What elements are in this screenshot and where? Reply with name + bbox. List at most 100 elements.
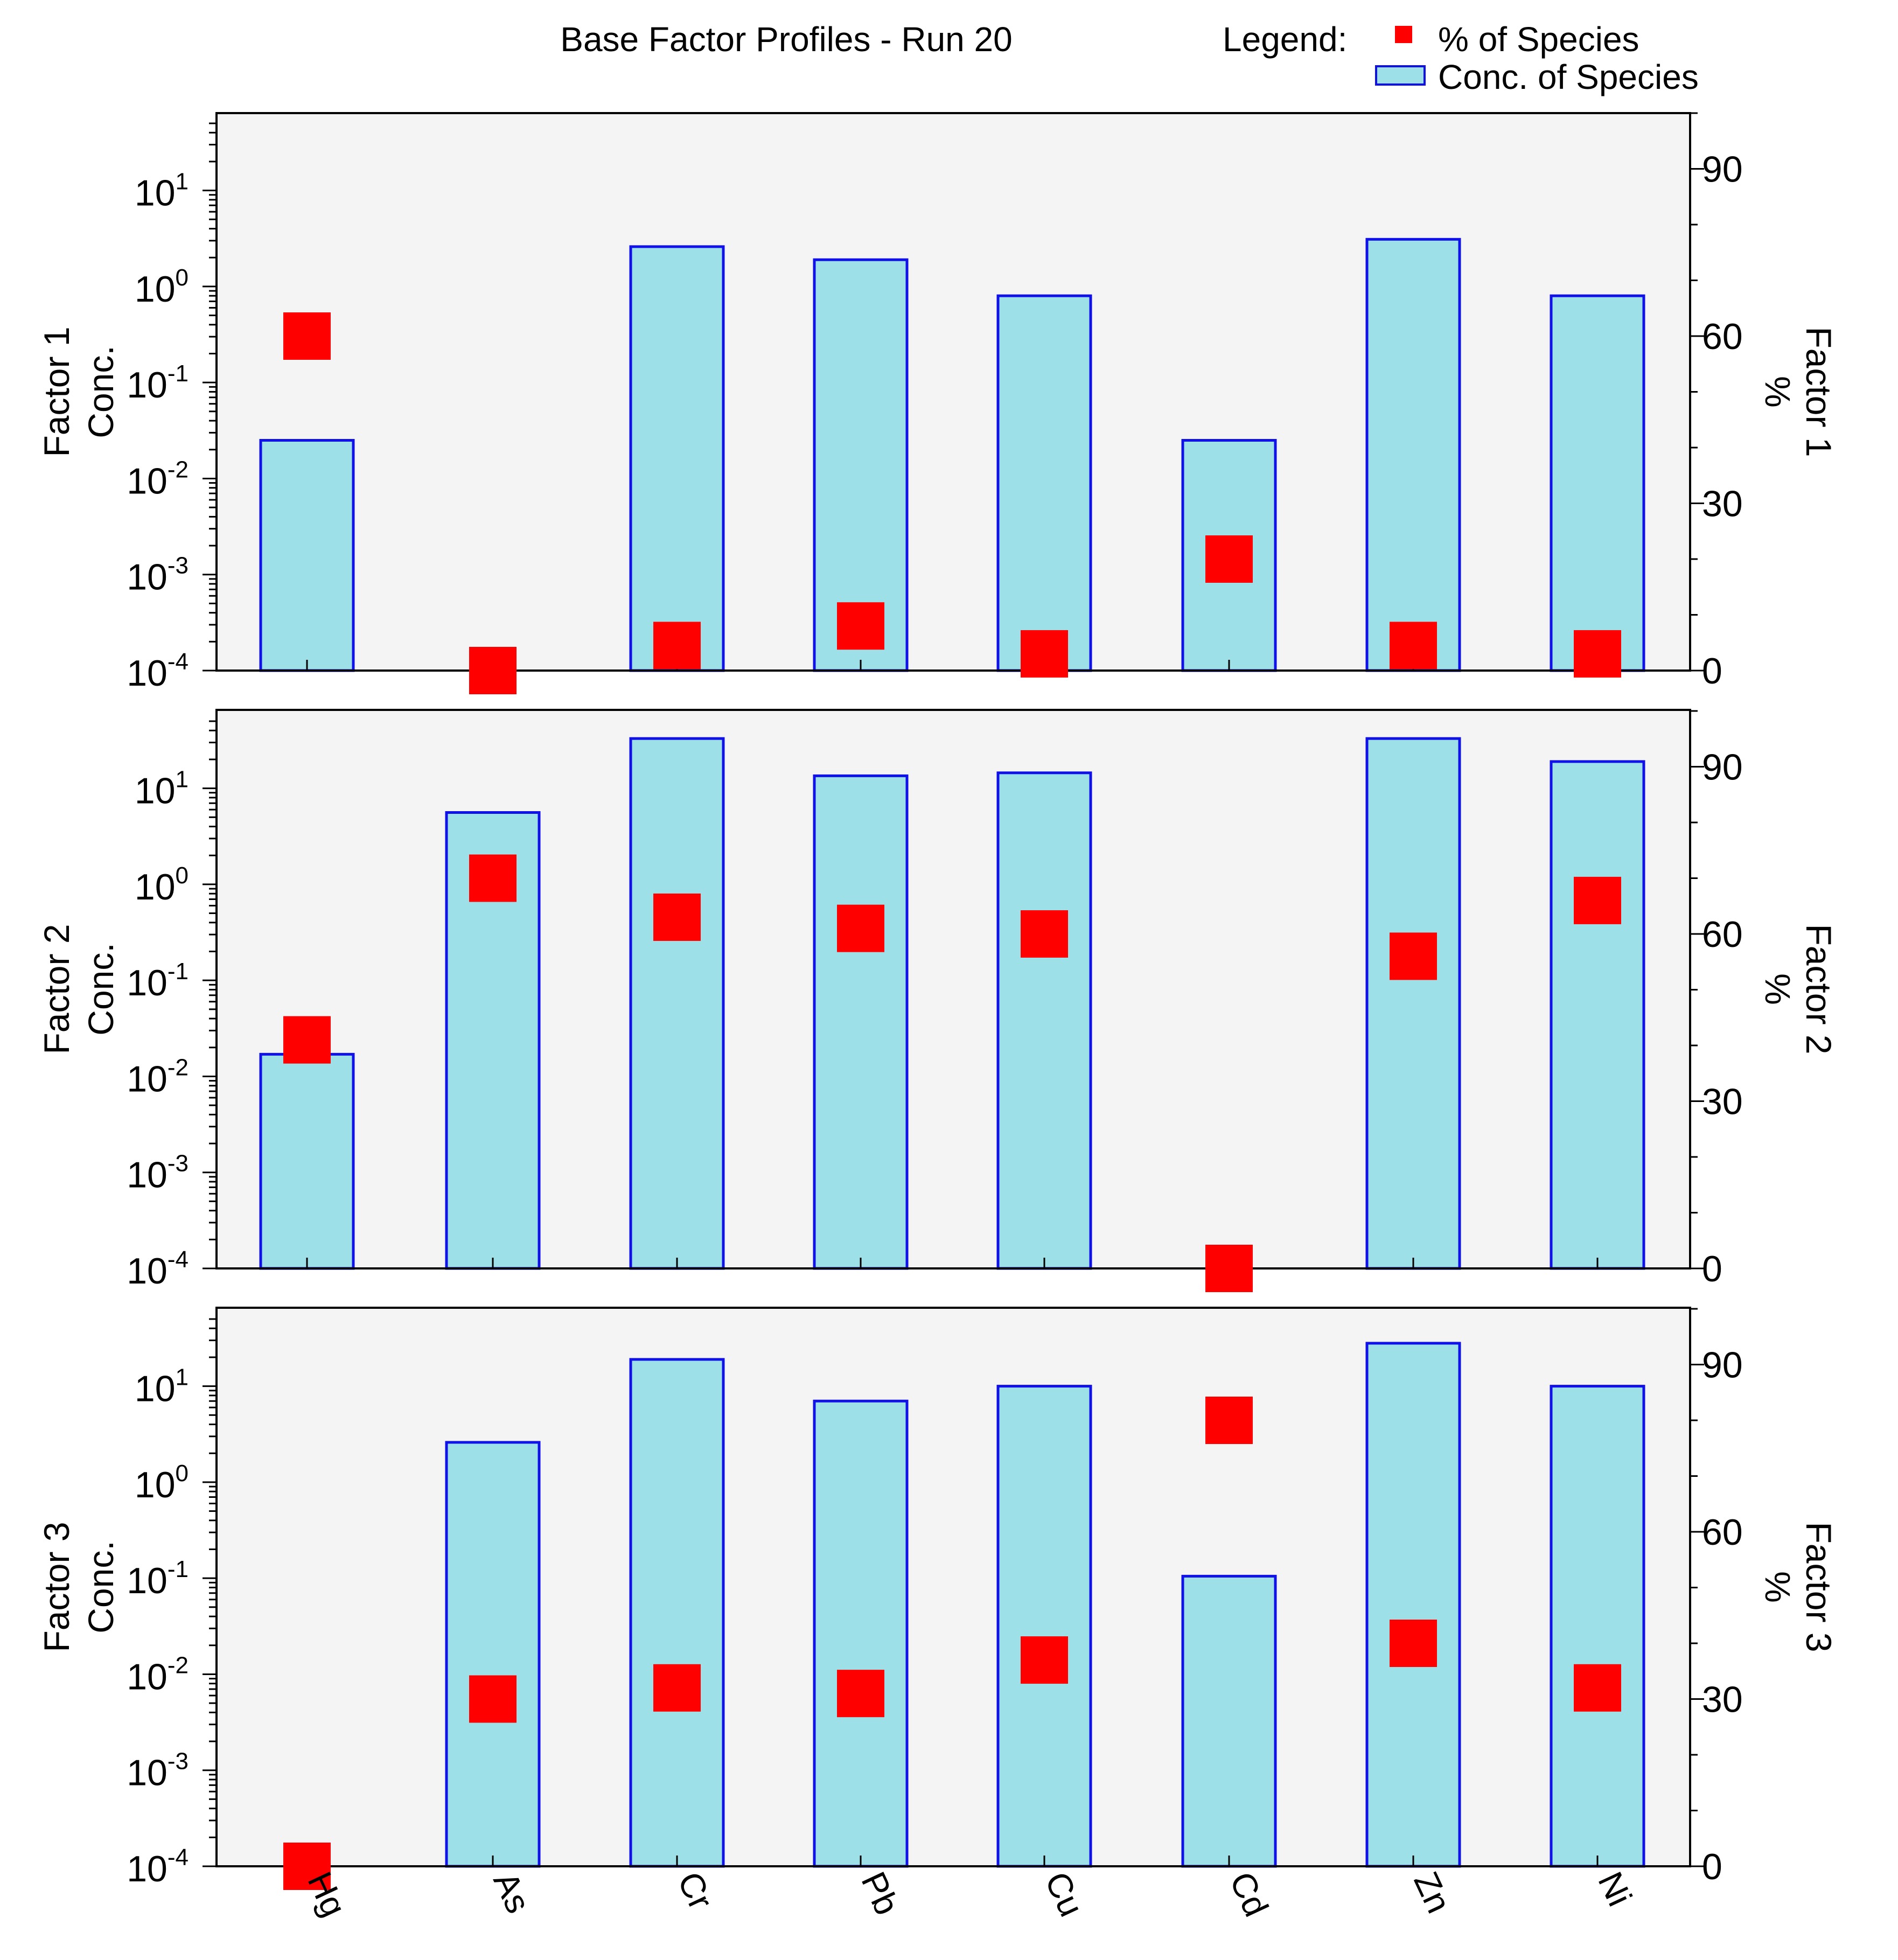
conc-bar bbox=[1365, 238, 1461, 672]
left-tick-label: 100 bbox=[135, 264, 189, 310]
left-axis-title: Factor 1 Conc. bbox=[37, 326, 121, 457]
left-tick-label: 101 bbox=[135, 1364, 189, 1410]
conc-bar bbox=[1365, 737, 1461, 1270]
conc-bar bbox=[629, 737, 725, 1270]
right-tick-label: 0 bbox=[1702, 651, 1722, 692]
percent-marker bbox=[1390, 932, 1437, 980]
conc-bar bbox=[259, 1052, 355, 1270]
category-label: Pb bbox=[854, 1866, 906, 1920]
category-label: Cu bbox=[1037, 1866, 1091, 1922]
category-label: Zn bbox=[1406, 1866, 1459, 1919]
right-axis-title: Factor 2% bbox=[1758, 924, 1839, 1054]
percent-marker bbox=[1205, 535, 1253, 583]
legend-percent-marker bbox=[1395, 26, 1412, 43]
right-tick-label: 30 bbox=[1702, 484, 1743, 525]
plot-area bbox=[217, 710, 1690, 1268]
left-tick-label: 10-1 bbox=[127, 360, 189, 406]
left-tick-label: 10-4 bbox=[127, 1246, 189, 1292]
left-axis-title: Factor 3 Conc. bbox=[37, 1522, 121, 1652]
plot-area bbox=[217, 113, 1690, 671]
conc-bar bbox=[259, 439, 355, 672]
percent-marker bbox=[1205, 1397, 1253, 1444]
legend-percent-label: % of Species bbox=[1438, 20, 1639, 59]
right-tick-label: 60 bbox=[1702, 1512, 1743, 1553]
category-label: As bbox=[486, 1866, 538, 1919]
percent-marker bbox=[1390, 1620, 1437, 1667]
conc-bar bbox=[813, 258, 909, 672]
panel-3: 10-4 10-3 10-2 10-1 100 101 0 30 60 90 Factor 3 Con… bbox=[37, 1307, 1839, 1890]
percent-marker bbox=[1021, 1636, 1068, 1684]
left-tick-label: 100 bbox=[135, 1460, 189, 1505]
conc-bar bbox=[996, 771, 1092, 1270]
panel-1: 10-4 10-3 10-2 10-1 100 101 0 30 60 90 Factor 1 Con… bbox=[37, 112, 1839, 694]
percent-marker bbox=[469, 647, 517, 694]
percent-marker bbox=[837, 904, 884, 952]
left-tick-label: 101 bbox=[135, 169, 189, 214]
left-tick-label: 101 bbox=[135, 766, 189, 812]
percent-marker bbox=[1205, 1245, 1253, 1292]
right-tick-label: 60 bbox=[1702, 316, 1743, 357]
right-tick-label: 60 bbox=[1702, 914, 1743, 955]
percent-marker bbox=[1021, 630, 1068, 678]
percent-marker bbox=[283, 1843, 331, 1890]
right-tick-label: 90 bbox=[1702, 149, 1743, 190]
left-tick-label: 10-1 bbox=[127, 1556, 189, 1601]
conc-bar bbox=[1550, 1385, 1645, 1868]
legend-conc-label: Conc. of Species bbox=[1438, 58, 1699, 96]
left-tick-label: 10-4 bbox=[127, 1844, 189, 1889]
percent-marker bbox=[469, 1675, 517, 1723]
percent-marker bbox=[1390, 622, 1437, 669]
conc-bar bbox=[1550, 294, 1645, 672]
conc-bar bbox=[996, 1385, 1092, 1868]
left-tick-label: 10-2 bbox=[127, 456, 189, 501]
left-tick-label: 10-3 bbox=[127, 1150, 189, 1196]
panels: 10-4 10-3 10-2 10-1 100 101 0 30 60 90 Factor 1 Con… bbox=[37, 112, 1839, 1922]
right-tick-label: 90 bbox=[1702, 747, 1743, 788]
percent-marker bbox=[283, 1016, 331, 1064]
chart-title: Base Factor Profiles - Run 20 bbox=[560, 20, 1012, 59]
conc-bar bbox=[813, 1399, 909, 1868]
conc-bar bbox=[813, 774, 909, 1270]
percent-marker bbox=[837, 602, 884, 650]
legend: Legend: % of Species Conc. of Species bbox=[1223, 20, 1699, 96]
conc-bar bbox=[629, 1358, 725, 1868]
left-tick-label: 100 bbox=[135, 862, 189, 908]
conc-bar bbox=[1550, 760, 1645, 1270]
left-tick-label: 10-1 bbox=[127, 958, 189, 1003]
left-tick-label: 10-2 bbox=[127, 1652, 189, 1697]
percent-marker bbox=[1021, 910, 1068, 958]
legend-heading: Legend: bbox=[1223, 20, 1347, 59]
legend-conc-marker bbox=[1375, 65, 1426, 86]
percent-marker bbox=[653, 1664, 701, 1712]
left-axis-title: Factor 2 Conc. bbox=[37, 924, 121, 1054]
conc-bar bbox=[629, 245, 725, 672]
conc-bar bbox=[445, 1441, 541, 1868]
right-axis-title: Factor 1% bbox=[1758, 326, 1839, 457]
percent-marker bbox=[653, 622, 701, 669]
plot-area bbox=[217, 1308, 1690, 1866]
left-tick-label: 10-2 bbox=[127, 1054, 189, 1099]
percent-marker bbox=[1574, 1664, 1621, 1712]
right-tick-label: 30 bbox=[1702, 1679, 1743, 1720]
category-label: Cd bbox=[1222, 1866, 1276, 1922]
conc-bar bbox=[996, 294, 1092, 672]
right-tick-label: 0 bbox=[1702, 1248, 1722, 1289]
percent-marker bbox=[283, 312, 331, 360]
right-tick-label: 90 bbox=[1702, 1345, 1743, 1386]
percent-marker bbox=[1574, 630, 1621, 678]
percent-marker bbox=[1574, 876, 1621, 924]
conc-bar bbox=[1365, 1342, 1461, 1868]
category-label: Ni bbox=[1590, 1866, 1639, 1912]
percent-marker bbox=[837, 1670, 884, 1718]
percent-marker bbox=[653, 893, 701, 941]
panel-2: 10-4 10-3 10-2 10-1 100 101 0 30 60 90 Factor 2 Con… bbox=[37, 709, 1839, 1292]
right-axis-title: Factor 3% bbox=[1758, 1522, 1839, 1652]
right-tick-label: 0 bbox=[1702, 1846, 1722, 1887]
percent-marker bbox=[469, 854, 517, 902]
conc-bar bbox=[1181, 1574, 1277, 1868]
category-label: Cr bbox=[670, 1866, 721, 1915]
left-tick-label: 10-4 bbox=[127, 648, 189, 694]
left-tick-label: 10-3 bbox=[127, 553, 189, 598]
right-tick-label: 30 bbox=[1702, 1082, 1743, 1122]
